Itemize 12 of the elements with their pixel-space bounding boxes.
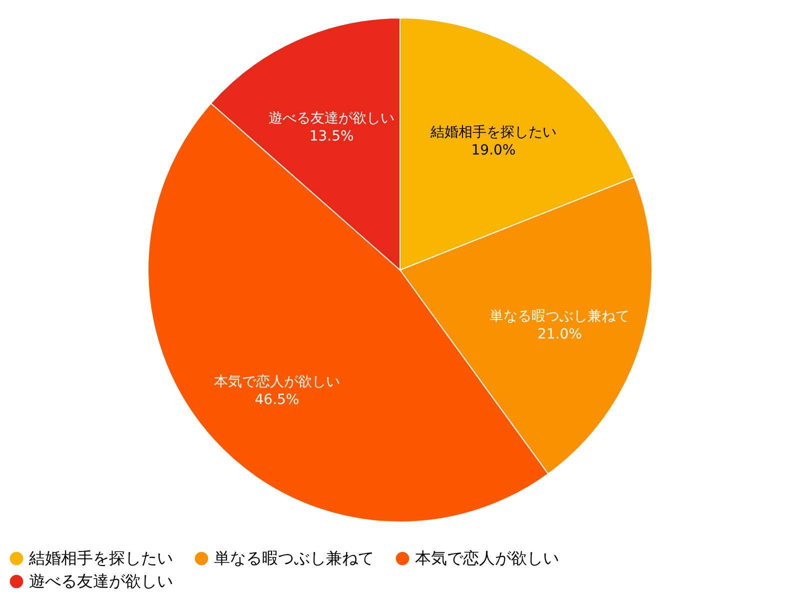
slice-label: 遊べる友達が欲しい (268, 110, 395, 126)
legend-label: 本気で恋人が欲しい (415, 548, 559, 568)
legend-label: 単なる暇つぶし兼ねて (214, 548, 374, 568)
legend-label: 結婚相手を探したい (28, 548, 173, 568)
data-label: 13.5% (309, 128, 354, 144)
legend-label: 遊べる友達が欲しい (29, 572, 173, 590)
data-label: 19.0% (471, 142, 516, 158)
slice-label: 単なる暇つぶし兼ねて (490, 308, 630, 324)
slice-label: 結婚相手を探したい (429, 124, 556, 140)
slice-label: 本気で恋人が欲しい (214, 374, 340, 390)
data-label: 21.0% (537, 326, 582, 342)
data-label: 46.5% (254, 392, 300, 408)
